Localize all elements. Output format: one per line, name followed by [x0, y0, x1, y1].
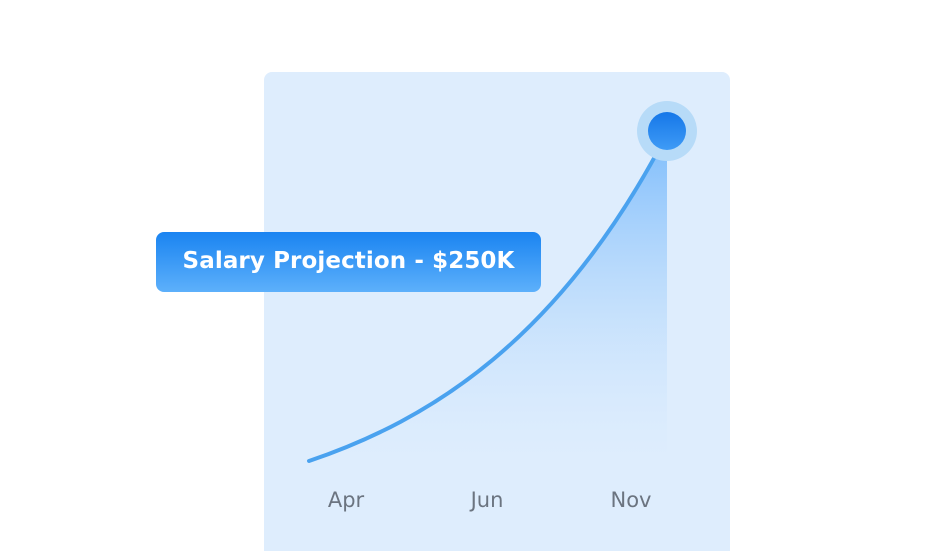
- x-tick-label-jun: Jun: [469, 488, 504, 512]
- salary-area: [309, 134, 667, 461]
- x-tick-label-nov: Nov: [611, 488, 652, 512]
- salary-line: [307, 132, 669, 463]
- highlight-marker[interactable]: [648, 112, 686, 150]
- x-tick-label-apr: Apr: [328, 488, 365, 512]
- salary-projection-label: Salary Projection - $250K: [156, 232, 541, 292]
- salary-projection-text: Salary Projection - $250K: [182, 247, 515, 274]
- x-axis-ticks: Apr Jun Nov: [328, 488, 652, 512]
